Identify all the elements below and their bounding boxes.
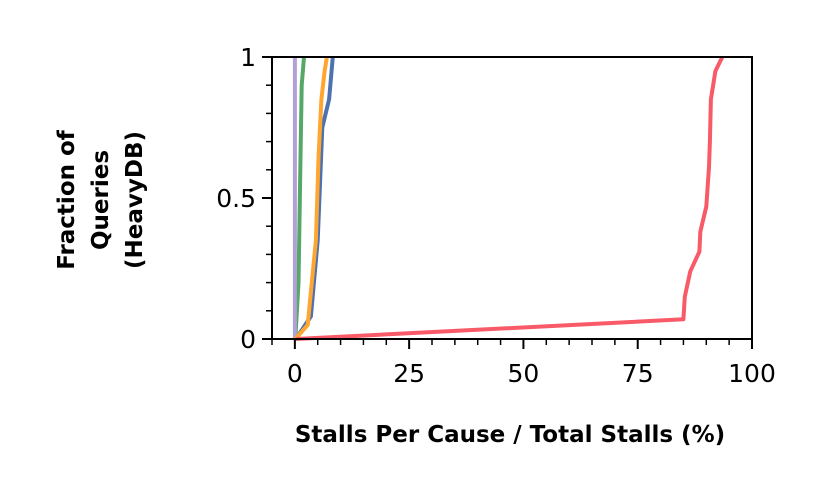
- y-axis-label: Fraction of Queries (HeavyDB): [54, 129, 148, 270]
- ticks-layer: 0 25 50 75 100 0 0.5 1: [216, 43, 776, 388]
- x-tick-label: 25: [393, 359, 425, 388]
- series-layer: [292, 56, 725, 341]
- y-tick-label: 1: [240, 43, 256, 72]
- axes-frame: [271, 56, 753, 340]
- series-line-5: [295, 56, 725, 341]
- y-axis-label-line-2: Queries: [88, 150, 114, 250]
- x-tick-label: 75: [622, 359, 654, 388]
- y-axis-label-line-3: (HeavyDB): [122, 131, 148, 269]
- y-tick-label: 0.5: [216, 184, 256, 213]
- x-axis-label: Stalls Per Cause / Total Stalls (%): [295, 422, 725, 448]
- series-line-2: [293, 56, 306, 340]
- y-tick-label: 0: [240, 325, 256, 354]
- x-tick-label: 100: [728, 359, 776, 388]
- y-axis-label-line-1: Fraction of: [54, 129, 80, 270]
- x-tick-label: 50: [508, 359, 540, 388]
- x-tick-label: 0: [287, 359, 303, 388]
- series-line-4: [293, 56, 329, 341]
